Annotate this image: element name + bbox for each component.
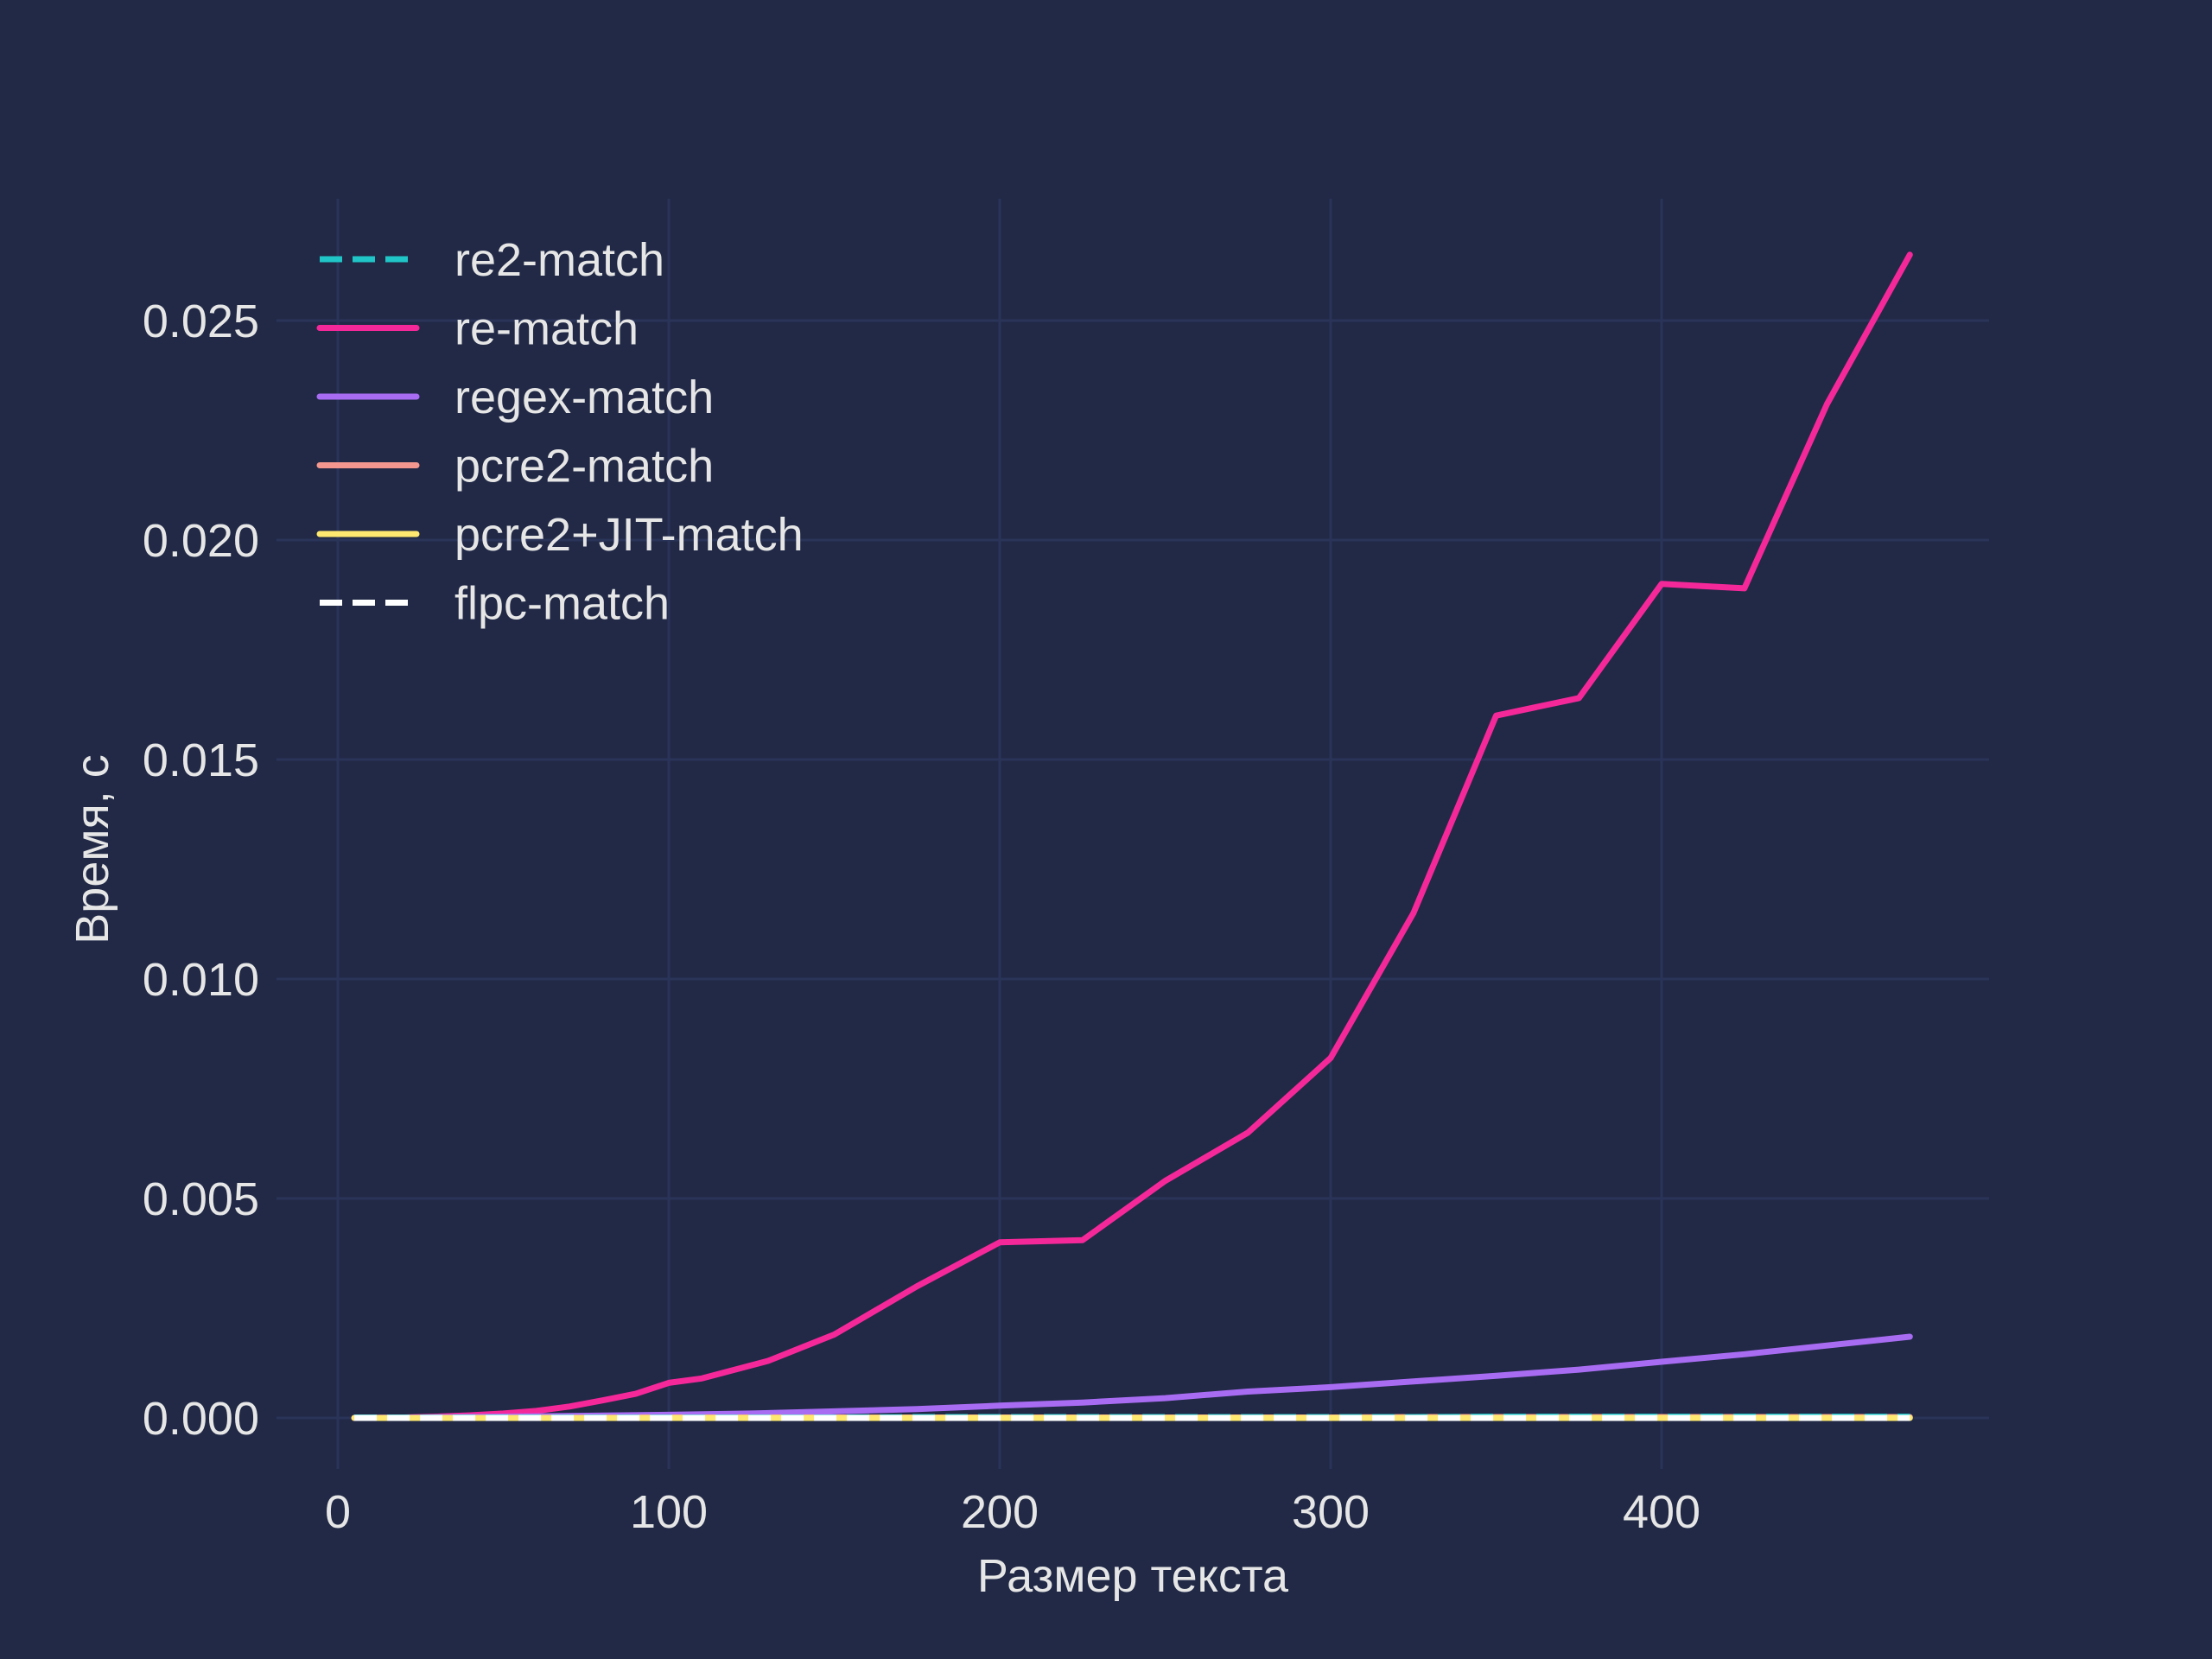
x-tick-label: 200 [961, 1486, 1039, 1538]
x-tick-label: 400 [1623, 1486, 1700, 1538]
legend-label: re-match [454, 303, 639, 355]
legend: re2-match re-match regex-match pcre2-match p… [316, 234, 804, 630]
x-axis-ticks: 0 100 200 300 400 [325, 1486, 1700, 1538]
legend-label: flpc-match [454, 578, 670, 630]
legend-item-regex-match: regex-match [316, 372, 714, 423]
series-layer [351, 251, 1913, 1421]
y-tick-label: 0.015 [143, 734, 259, 786]
y-tick-label: 0.010 [143, 954, 259, 1006]
legend-label: pcre2-match [454, 441, 714, 493]
x-tick-label: 0 [325, 1486, 351, 1538]
legend-item-pcre2-match: pcre2-match [316, 441, 714, 493]
legend-label: re2-match [454, 234, 664, 286]
y-tick-label: 0.000 [143, 1393, 259, 1445]
y-tick-label: 0.020 [143, 515, 259, 567]
legend-label: regex-match [454, 372, 714, 423]
x-axis-label: Размер текста [977, 1550, 1289, 1602]
y-tick-label: 0.005 [143, 1173, 259, 1225]
x-tick-label: 300 [1292, 1486, 1370, 1538]
legend-item-re2-match: re2-match [320, 234, 664, 286]
y-axis-ticks: 0.000 0.005 0.010 0.015 0.020 0.025 [143, 296, 259, 1445]
legend-item-pcre2-jit-match: pcre2+JIT-match [316, 509, 804, 561]
legend-label: pcre2+JIT-match [454, 509, 804, 561]
y-tick-label: 0.025 [143, 296, 259, 347]
legend-item-re-match: re-match [316, 303, 639, 355]
y-axis-label: Время, с [67, 754, 118, 944]
legend-item-flpc-match: flpc-match [320, 578, 670, 630]
x-tick-label: 100 [630, 1486, 708, 1538]
